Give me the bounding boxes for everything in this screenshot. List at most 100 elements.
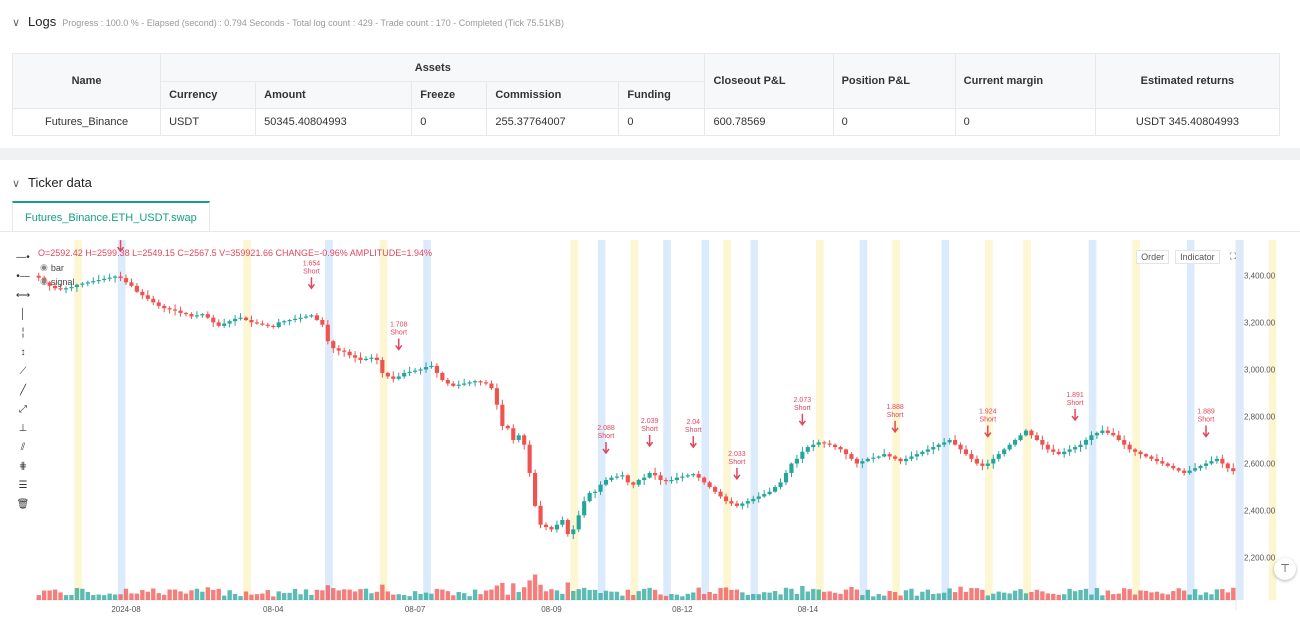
signal-value: 1.864 bbox=[1268, 240, 1286, 242]
volume-bar bbox=[1062, 594, 1067, 600]
candle-body bbox=[434, 365, 439, 373]
candle-body bbox=[287, 320, 292, 322]
volume-bar bbox=[172, 589, 178, 600]
candle-body bbox=[522, 435, 527, 445]
volume-bar bbox=[47, 590, 52, 600]
horizontal-ray-icon[interactable]: •— bbox=[16, 271, 30, 282]
volume-bar bbox=[511, 583, 516, 600]
volume-bar bbox=[560, 593, 565, 600]
candle-body bbox=[423, 367, 429, 370]
candle-body bbox=[1231, 468, 1236, 472]
volume-bar bbox=[783, 587, 789, 600]
volume-bar bbox=[1100, 595, 1105, 600]
volume-bar bbox=[571, 591, 576, 600]
pitchfork-icon[interactable]: ⋕ bbox=[18, 461, 28, 472]
volume-bar bbox=[892, 592, 898, 600]
volume-bar bbox=[1192, 589, 1198, 600]
candle-body bbox=[391, 376, 396, 379]
candle-body bbox=[865, 458, 870, 462]
trend-line-icon[interactable]: ⟋ bbox=[19, 366, 27, 377]
legend-signal[interactable]: ◉ signal bbox=[40, 276, 74, 287]
volume-bar bbox=[423, 592, 429, 600]
ohlc-readout: O=2592.42 H=2599.38 L=2549.15 C=2567.5 V… bbox=[38, 248, 433, 258]
volume-bar bbox=[1214, 589, 1220, 600]
volume-bar bbox=[609, 591, 614, 600]
candle-body bbox=[718, 491, 723, 497]
fibonacci-icon[interactable]: ☰ bbox=[18, 480, 28, 491]
header-returns: Estimated returns bbox=[1094, 53, 1281, 109]
blue-band bbox=[941, 240, 950, 600]
ray-line-icon[interactable]: ╱ bbox=[19, 385, 27, 396]
volume-bar bbox=[309, 594, 314, 600]
candle-body bbox=[363, 358, 369, 360]
candle-body bbox=[669, 480, 674, 482]
signal-value: 2.039 bbox=[641, 418, 659, 425]
segment-icon[interactable]: ⤢ bbox=[19, 404, 27, 415]
signal-arrow-icon bbox=[1202, 425, 1210, 438]
volume-bar bbox=[1029, 591, 1034, 600]
volume-bar bbox=[734, 589, 740, 600]
volume-bar bbox=[1018, 589, 1023, 600]
candle-body bbox=[80, 283, 85, 285]
volume-bar bbox=[167, 589, 172, 600]
volume-bar bbox=[527, 580, 532, 600]
candle-body bbox=[554, 524, 559, 530]
volume-bar bbox=[478, 594, 483, 600]
volume-bar bbox=[1002, 592, 1007, 600]
y-tick-label: 2,200.00 bbox=[1244, 554, 1276, 563]
volume-bar bbox=[216, 588, 221, 600]
candle-body bbox=[527, 444, 532, 473]
candle-body bbox=[462, 383, 467, 385]
delete-icon[interactable]: 🗑 bbox=[16, 499, 30, 510]
vertical-line-icon[interactable]: │ bbox=[19, 309, 27, 320]
volume-bar bbox=[69, 594, 74, 600]
volume-bar bbox=[140, 590, 145, 600]
candlestick-chart[interactable]: 1.921Short1.654Short1.708Short2.088Short… bbox=[0, 240, 1300, 629]
candle-body bbox=[113, 276, 118, 278]
cell-returns: USDT 345.40804993 bbox=[1094, 108, 1281, 136]
candle-body bbox=[1100, 430, 1105, 433]
tab-eth-usdt-swap[interactable]: Futures_Binance.ETH_USDT.swap bbox=[12, 201, 210, 231]
order-button[interactable]: Order bbox=[1136, 250, 1170, 264]
candle-body bbox=[767, 491, 772, 495]
indicator-button[interactable]: Indicator bbox=[1175, 250, 1220, 264]
measure-icon[interactable]: ⊥ bbox=[18, 423, 28, 434]
candle-body bbox=[418, 369, 423, 371]
candle-body bbox=[162, 305, 167, 309]
eye-icon[interactable]: ◉ bbox=[40, 276, 48, 286]
parallel-channel-icon[interactable]: ⫽ bbox=[20, 442, 26, 453]
candle-body bbox=[1013, 440, 1018, 445]
candle-body bbox=[571, 529, 576, 535]
volume-bar bbox=[156, 593, 161, 600]
chevron-down-icon[interactable]: ∨ bbox=[12, 178, 21, 190]
fullscreen-icon[interactable]: ⛶ bbox=[1229, 251, 1236, 261]
candle-body bbox=[1034, 435, 1039, 440]
candle-body bbox=[1187, 470, 1192, 473]
scroll-reset-icon[interactable]: ⊤ bbox=[1274, 558, 1296, 580]
signal-arrow-icon bbox=[602, 442, 610, 455]
ticker-header[interactable]: ∨ Ticker data bbox=[12, 175, 92, 190]
candle-body bbox=[920, 451, 925, 455]
candle-body bbox=[200, 314, 205, 316]
extended-line-icon[interactable]: ⟷ bbox=[15, 290, 31, 301]
vertical-segment-icon[interactable]: ╎ bbox=[19, 328, 27, 339]
candle-body bbox=[336, 348, 341, 351]
logs-header[interactable]: ∨ Logs Progress : 100.0 % - Elapsed (sec… bbox=[12, 14, 564, 29]
candle-body bbox=[402, 372, 407, 377]
horizontal-line-icon[interactable]: —• bbox=[16, 252, 30, 263]
candle-body bbox=[593, 491, 598, 493]
candle-body bbox=[129, 282, 134, 286]
signal-arrow-icon bbox=[798, 413, 806, 427]
volume-bar bbox=[80, 588, 85, 600]
legend-bar[interactable]: ◉ bar bbox=[40, 262, 64, 273]
eye-icon[interactable]: ◉ bbox=[40, 262, 48, 272]
chevron-down-icon[interactable]: ∨ bbox=[12, 17, 21, 29]
vertical-ray-icon[interactable]: ↕ bbox=[20, 347, 26, 358]
candle-body bbox=[587, 492, 592, 502]
candle-body bbox=[1225, 463, 1230, 469]
volume-bar bbox=[969, 588, 974, 600]
volume-bar bbox=[249, 594, 254, 600]
volume-bar bbox=[134, 593, 140, 600]
volume-bar bbox=[876, 594, 881, 600]
volume-bar bbox=[194, 588, 200, 600]
